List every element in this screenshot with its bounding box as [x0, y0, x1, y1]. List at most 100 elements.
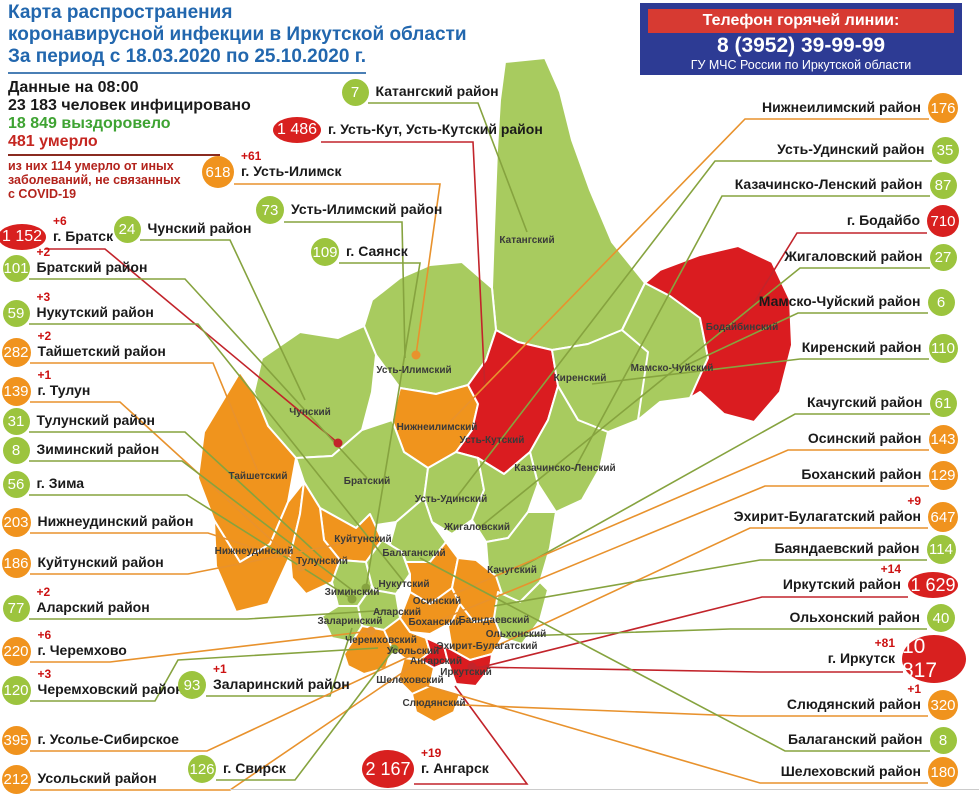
callout-badge-28: 27 [929, 243, 957, 271]
callout-text-16: +2 Аларский район [37, 586, 150, 616]
callout-line-28 [479, 267, 930, 528]
callout-label-0: Катангский район [375, 83, 499, 99]
callout-line-9 [30, 362, 259, 473]
title-line-2: коронавирусной инфекции в Иркутской обла… [8, 24, 467, 45]
callout-text-9: +2 Тайшетский район [38, 330, 166, 360]
callout-line-13 [29, 494, 353, 600]
city-dot-5 [333, 438, 343, 448]
callout-badge-9: 282 [1, 337, 31, 367]
map-region-label-bayandaevsky: Баяндаевский [459, 615, 530, 626]
callout-label-10: г. Тулун [37, 382, 91, 398]
callout-badge-35: 114 [926, 534, 956, 564]
map-region-label-olkhonsky: Ольхонский [486, 629, 546, 640]
callout-text-40: Балаганский район [788, 731, 922, 748]
callout-label-20: г. Усолье-Сибирское [37, 731, 179, 747]
callout-line-8 [29, 323, 405, 583]
map-region-label-osinsky: Осинский [413, 596, 461, 607]
callout-label-1: г. Усть-Кут, Усть-Кутский район [328, 121, 543, 137]
map-region-label-bokhansky: Боханский [408, 617, 461, 628]
callout-label-6: Братский район [36, 259, 148, 275]
callout-line-24 [447, 118, 929, 425]
callout-label-14: Нижнеудинский район [37, 513, 194, 529]
map-region-label-nizhneilimsky: Нижнеилимский [397, 422, 478, 433]
callout-badge-3: 73 [256, 196, 284, 224]
callout-delta-9: +2 [37, 329, 52, 343]
callout-label-25: Усть-Удинский район [777, 141, 925, 157]
callout-text-0: Катангский район [376, 83, 499, 100]
map-region-label-taishetsky: Тайшетский [229, 471, 288, 482]
callout-line-17 [30, 630, 372, 663]
map-region-label-ust-kutsky: Усть-Кутский [460, 435, 525, 446]
callout-line-15 [30, 539, 361, 575]
callout-badge-5: 1 152 [0, 224, 46, 250]
callout-text-22: г. Свирск [223, 760, 286, 777]
callout-label-18: Черемховский район [37, 681, 184, 697]
callout-line-0 [368, 102, 528, 233]
callout-badge-23: 2 167 [362, 750, 414, 788]
callout-text-17: +6 г. Черемхово [38, 629, 127, 659]
callout-line-21 [30, 657, 425, 791]
map-region-label-irkutsky: Иркутский [440, 667, 492, 678]
callout-text-2: +61 г. Усть-Илимск [241, 150, 341, 180]
callout-badge-20: 395 [1, 725, 31, 755]
callout-line-4 [140, 239, 306, 401]
city-dot-7 [361, 583, 371, 593]
map-region-label-kuitunsky: Куйтунский [334, 534, 391, 545]
callout-text-10: +1 г. Тулун [38, 369, 91, 399]
callout-badge-18: 120 [1, 675, 31, 705]
title-line-1: Карта распространения [8, 2, 233, 23]
map-region-label-chunsky: Чунский [289, 407, 331, 418]
city-dot-22 [389, 644, 399, 654]
callout-label-34: Эхирит-Булагатский район [733, 508, 921, 524]
callout-label-3: Усть-Илимский район [291, 201, 443, 217]
map-region-label-kachugsky: Качугский [487, 565, 537, 576]
deaths-note-line-1: из них 114 умерло от иных [8, 159, 174, 173]
callout-label-29: Мамско-Чуйский район [758, 293, 921, 309]
callout-delta-2: +61 [241, 149, 262, 163]
stats-as-of: Данные на 08:00 [8, 79, 139, 96]
callout-label-35: Баяндаевский район [774, 540, 920, 556]
callout-badge-16: 77 [2, 594, 30, 622]
hotline-phone-number: 8 (3952) 39-99-99 [716, 34, 886, 57]
callout-label-37: Ольхонский район [789, 609, 921, 625]
callout-badge-14: 203 [1, 507, 31, 537]
map-region-label-bodaibinsky: Бодайбинский [706, 321, 778, 333]
callout-label-30: Киренский район [801, 339, 922, 355]
map-region-label-nizhneudinsky: Нижнеудинский [215, 546, 294, 557]
callout-delta-38: +81 [874, 636, 895, 650]
callout-badge-13: 56 [2, 470, 30, 498]
callout-line-10 [30, 401, 302, 568]
callout-badge-40: 8 [929, 726, 957, 754]
map-region-label-kirensky: Киренский [554, 373, 607, 384]
callout-line-19 [206, 627, 353, 697]
callout-badge-6: 101 [2, 254, 30, 282]
callout-label-4: Чунский район [147, 220, 252, 236]
hotline-title: Телефон горячей линии: [648, 9, 954, 33]
callout-text-37: Ольхонский район [790, 609, 921, 626]
deaths-note-line-2: заболеваний, не связанных [8, 173, 181, 187]
callout-label-2: г. Усть-Илимск [241, 163, 342, 179]
stats-recovered: 18 849 выздоровело [8, 115, 171, 132]
callout-text-24: Нижнеилимский район [762, 99, 921, 116]
callout-delta-39: +1 [907, 682, 921, 696]
stats-deaths: 481 умерло [8, 133, 98, 150]
callout-badge-12: 8 [2, 436, 30, 464]
region-katangsky [491, 57, 646, 351]
callout-line-14 [30, 532, 255, 549]
hotline-banner: Телефон горячей линии: 8 (3952) 39-99-99… [640, 3, 962, 75]
callout-label-24: Нижнеилимский район [761, 99, 921, 115]
callout-text-23: +19 г. Ангарск [421, 747, 489, 777]
callout-text-21: Усольский район [38, 770, 157, 787]
callout-badge-41: 180 [928, 757, 958, 787]
callout-label-17: г. Черемхово [37, 642, 127, 658]
callout-line-38 [471, 666, 903, 673]
callout-badge-19: 93 [178, 671, 206, 699]
deaths-note: из них 114 умерло от иных заболеваний, н… [8, 159, 181, 201]
map-region-labels-layer: Катангский Усть-Илимский Чунский Нижнеилимс… [215, 235, 779, 709]
callout-label-22: г. Свирск [223, 760, 286, 776]
map-region-label-slyudyansky: Слюдянский [402, 698, 465, 709]
callout-line-33 [439, 485, 929, 621]
callout-line-29 [675, 312, 928, 371]
